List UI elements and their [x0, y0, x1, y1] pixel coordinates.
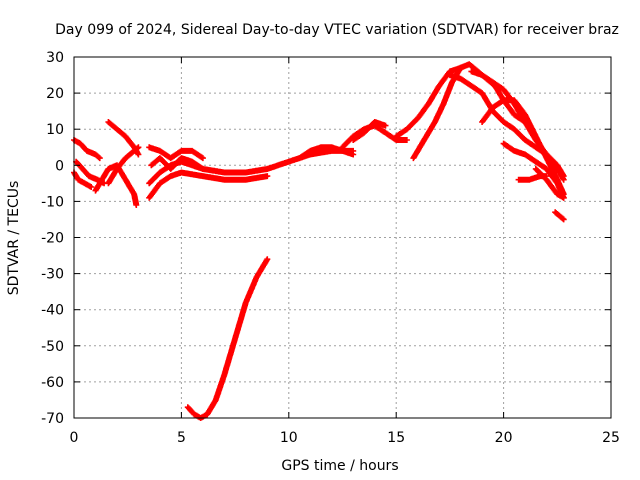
series-markers — [500, 140, 567, 201]
x-tick-label: 10 — [280, 430, 298, 446]
y-tick-label: 0 — [55, 158, 64, 174]
x-tick-label: 0 — [70, 430, 79, 446]
y-tick-label: -20 — [41, 231, 64, 247]
series-arc-24 — [552, 209, 567, 223]
series-arc-09 — [146, 144, 206, 162]
y-tick-label: -10 — [41, 194, 64, 210]
series-markers — [71, 137, 103, 162]
y-tick-label: -70 — [41, 411, 64, 427]
y-tick-label: -60 — [41, 375, 64, 391]
y-tick-label: 10 — [46, 122, 64, 138]
series-markers — [146, 144, 206, 162]
series-markers — [296, 144, 357, 162]
series-markers — [146, 169, 271, 201]
x-tick-label: 5 — [177, 430, 186, 446]
series-markers — [532, 165, 567, 201]
x-tick-label: 25 — [602, 430, 620, 446]
series-arc-07 — [146, 169, 271, 201]
series-markers — [184, 256, 271, 421]
series-arc-01 — [71, 137, 103, 162]
series-markers — [393, 64, 464, 140]
series-markers — [148, 155, 206, 172]
y-tick-label: -50 — [41, 339, 64, 355]
x-axis-label: GPS time / hours — [281, 458, 398, 474]
series-markers — [552, 209, 567, 223]
series-arc-13 — [296, 144, 357, 162]
y-tick-label: 30 — [46, 50, 64, 66]
y-tick-label: -30 — [41, 267, 64, 283]
series-arc-21 — [500, 140, 567, 201]
chart-title: Day 099 of 2024, Sidereal Day-to-day VTE… — [55, 22, 619, 38]
axis-ticks: -70 -60 -50 -40 -30 -20 -10 0 10 20 30 0 5 10 15 20 25 — [41, 50, 620, 446]
series-markers — [105, 144, 142, 187]
x-tick-label: 15 — [387, 430, 405, 446]
y-axis-label: SDTVAR / TECUs — [6, 181, 22, 296]
grid-lines — [74, 57, 611, 418]
series-arc-16 — [393, 64, 464, 140]
y-tick-label: -40 — [41, 303, 64, 319]
series-arc-15 — [350, 119, 389, 143]
series-arc-23 — [532, 165, 567, 201]
series-arc-11 — [184, 256, 271, 421]
series-arc-10 — [148, 155, 206, 172]
data-points — [71, 61, 567, 421]
y-tick-label: 20 — [46, 86, 64, 102]
series-markers — [350, 119, 389, 143]
x-tick-label: 20 — [495, 430, 513, 446]
series-arc-06 — [105, 144, 142, 187]
